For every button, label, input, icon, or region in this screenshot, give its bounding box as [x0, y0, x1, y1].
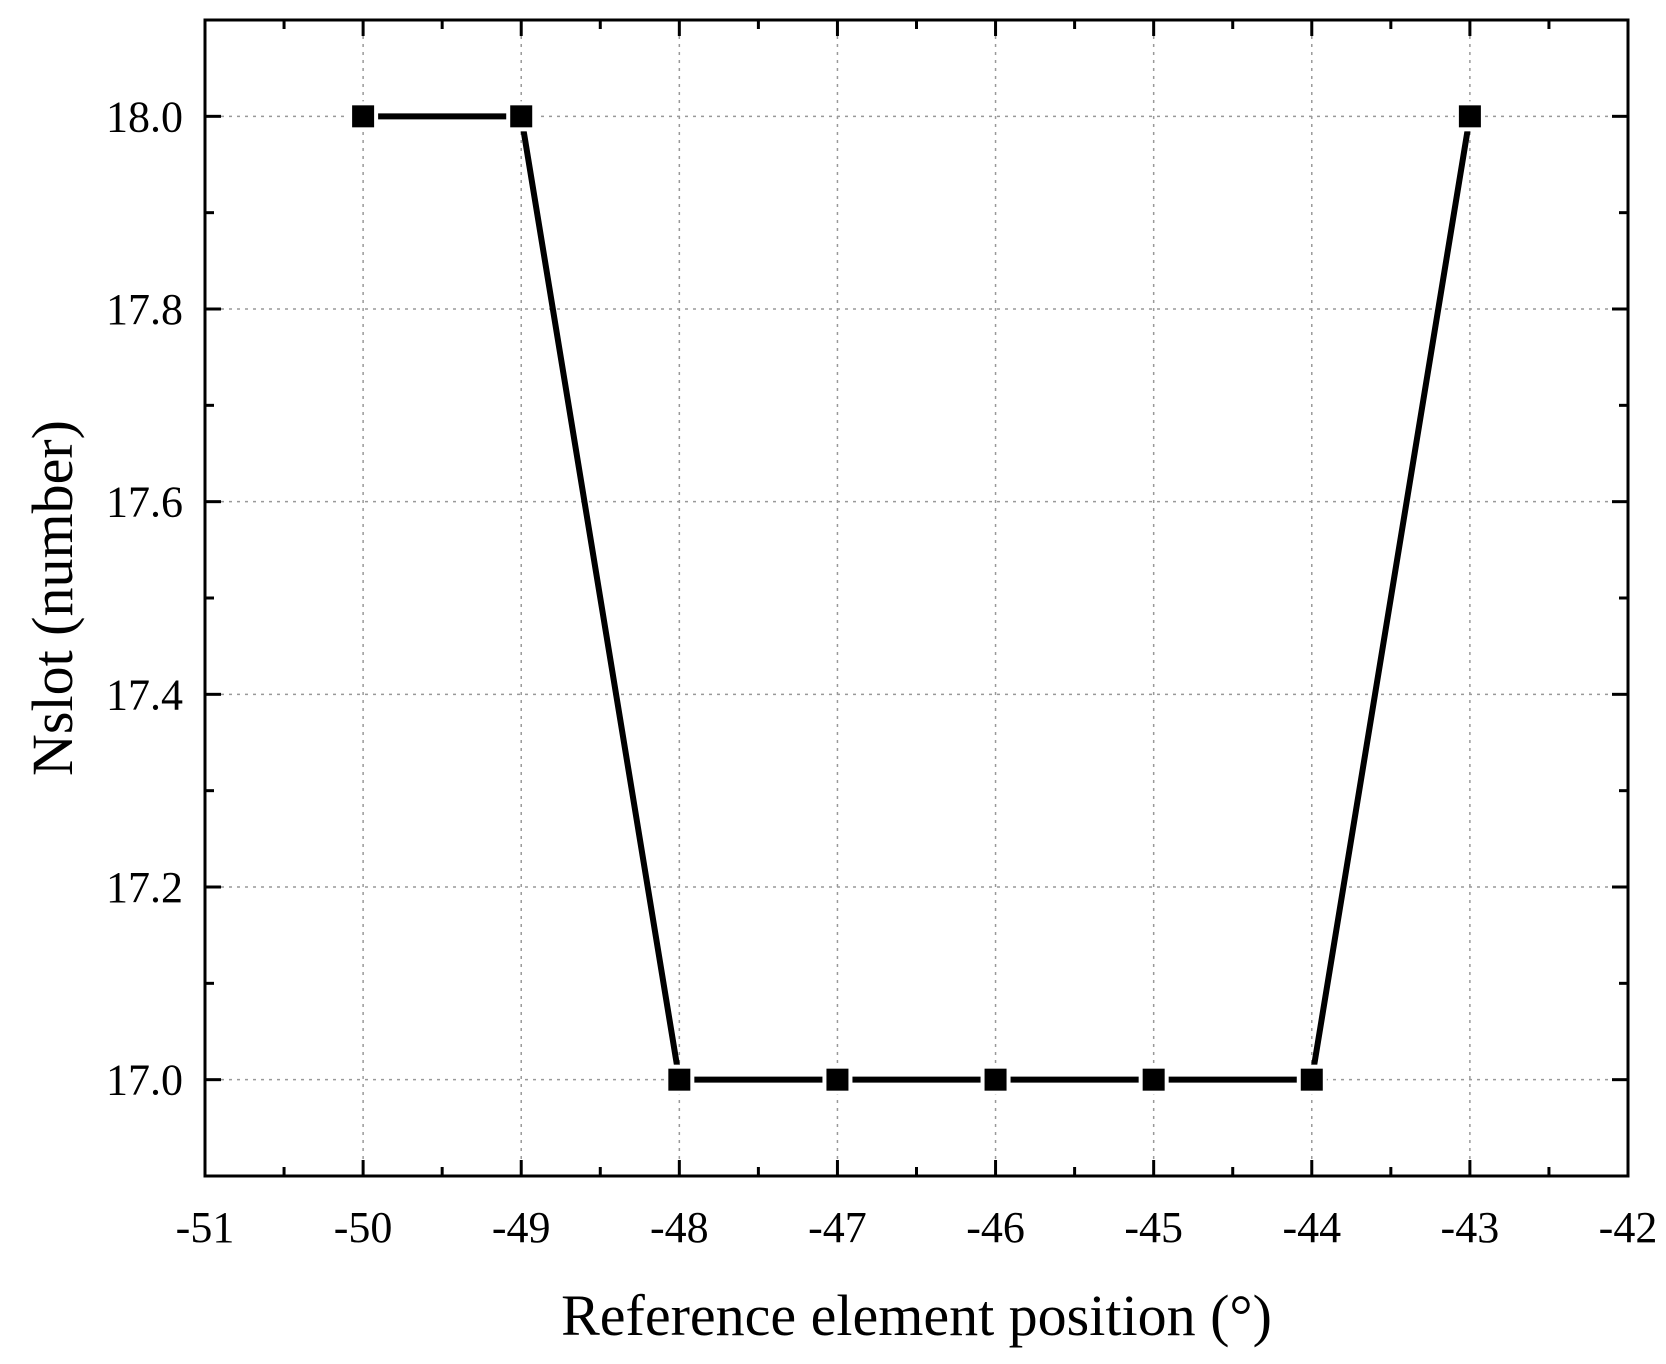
- series-markers: [348, 101, 1485, 1095]
- tick-labels: -51 -50 -49 -48 -47 -46 -45 -44 -43 -42 17.0 17.2 17…: [106, 92, 1657, 1252]
- y-axis-title: Nslot (number): [20, 420, 85, 776]
- y-tick-label: 17.8: [106, 285, 183, 334]
- x-tick-label: -45: [1124, 1203, 1183, 1252]
- data-point-marker: [510, 105, 533, 128]
- data-point-marker: [1300, 1068, 1323, 1091]
- series-polyline: [363, 113, 1473, 1083]
- x-tick-label: -44: [1282, 1203, 1341, 1252]
- x-tick-label: -49: [492, 1203, 551, 1252]
- x-tick-label: -48: [650, 1203, 709, 1252]
- data-point-marker: [1142, 1068, 1165, 1091]
- grid-lines: [205, 20, 1628, 1176]
- y-tick-label: 18.0: [106, 92, 183, 141]
- y-tick-label: 17.2: [106, 863, 183, 912]
- x-tick-label: -47: [808, 1203, 867, 1252]
- y-tick-label: 17.4: [106, 670, 183, 719]
- data-point-marker: [668, 1068, 691, 1091]
- axis-ticks: [203, 20, 1630, 1176]
- x-tick-label: -51: [176, 1203, 235, 1252]
- plot-frame: [203, 18, 1630, 1178]
- x-tick-label: -42: [1599, 1203, 1658, 1252]
- data-point-marker: [826, 1068, 849, 1091]
- x-tick-label: -50: [334, 1203, 393, 1252]
- x-tick-label: -46: [966, 1203, 1025, 1252]
- data-point-marker: [984, 1068, 1007, 1091]
- y-tick-label: 17.0: [106, 1056, 183, 1105]
- data-point-marker: [352, 105, 375, 128]
- x-tick-label: -43: [1441, 1203, 1500, 1252]
- data-point-marker: [1458, 105, 1481, 128]
- x-axis-title: Reference element position (°): [561, 1283, 1272, 1348]
- series-line: [363, 113, 1473, 1083]
- y-tick-label: 17.6: [106, 478, 183, 527]
